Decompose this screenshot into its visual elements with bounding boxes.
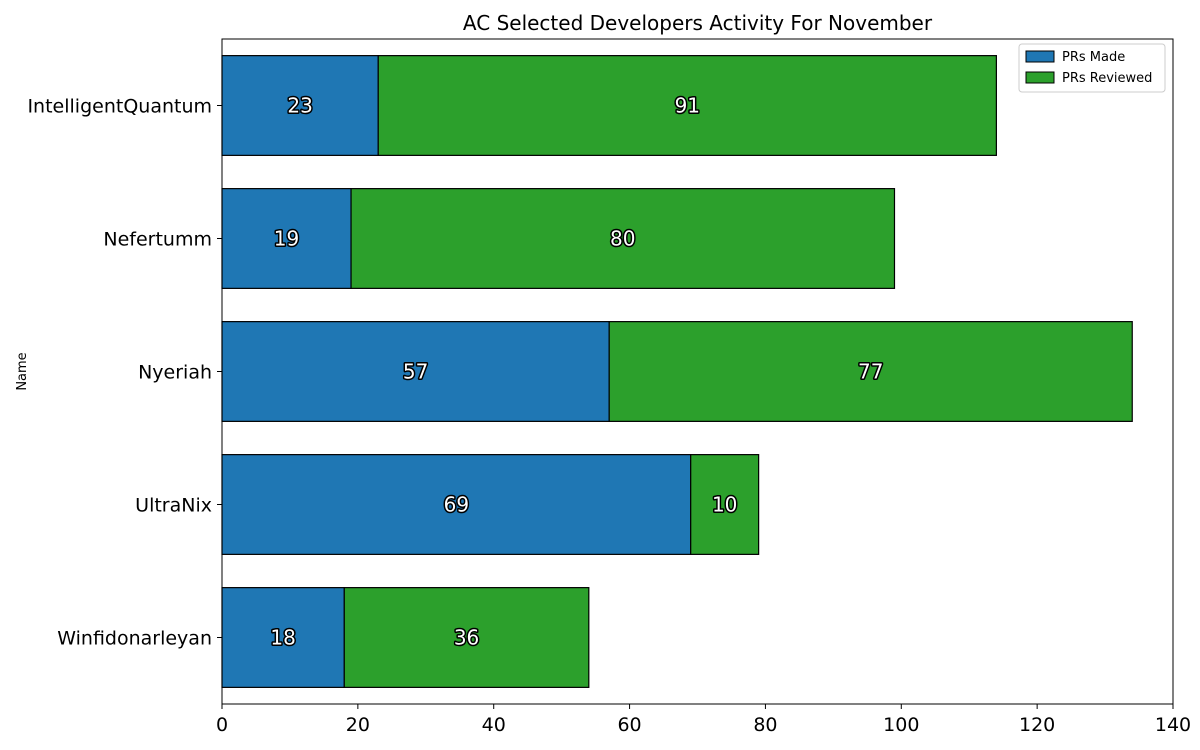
bar-prs-made-nyeriah bbox=[221, 321, 610, 422]
bar-prs-made-nefertumm bbox=[221, 188, 352, 289]
data-label-prs-made-winfidonarleyan: 18 bbox=[270, 626, 295, 650]
chart-title: AC Selected Developers Activity For Nove… bbox=[463, 11, 933, 35]
legend: PRs Made PRs Reviewed bbox=[1018, 43, 1166, 93]
x-tick-label-0: 0 bbox=[216, 714, 228, 736]
bar-prs-reviewed-nefertumm bbox=[350, 188, 896, 289]
y-axis: IntelligentQuantum Nefertumm Nyeriah UltraN… bbox=[27, 96, 222, 650]
y-tick-label-ultranix: UltraNix bbox=[135, 495, 212, 517]
legend-label-prs-made: PRs Made bbox=[1062, 50, 1125, 65]
bar-prs-reviewed-winfidonarleyan bbox=[343, 587, 590, 688]
bars-group: 23 91 19 80 57 77 69 10 18 36 bbox=[221, 55, 1133, 688]
legend-swatch-prs-made bbox=[1025, 50, 1055, 63]
data-label-prs-made-nyeriah: 57 bbox=[403, 360, 428, 384]
x-tick-label-80: 80 bbox=[753, 714, 777, 736]
data-label-prs-reviewed-ultranix: 10 bbox=[712, 493, 737, 517]
data-label-prs-made-nefertumm: 19 bbox=[274, 227, 299, 251]
y-tick-label-nefertumm: Nefertumm bbox=[103, 229, 212, 251]
x-tick-label-140: 140 bbox=[1155, 714, 1191, 736]
bar-prs-reviewed-ultranix bbox=[690, 454, 760, 555]
bar-prs-reviewed-intelligentquantum bbox=[377, 55, 997, 156]
x-axis: 0 20 40 60 80 100 120 140 bbox=[216, 704, 1191, 736]
data-label-prs-reviewed-nyeriah: 77 bbox=[858, 360, 883, 384]
x-tick-label-40: 40 bbox=[482, 714, 506, 736]
x-tick-label-20: 20 bbox=[346, 714, 370, 736]
bar-prs-reviewed-nyeriah bbox=[608, 321, 1133, 422]
x-tick-label-120: 120 bbox=[1019, 714, 1055, 736]
data-label-prs-made-ultranix: 69 bbox=[444, 493, 469, 517]
y-tick-label-intelligentquantum: IntelligentQuantum bbox=[27, 96, 212, 118]
y-tick-label-winfidonarleyan: Winfidonarleyan bbox=[57, 628, 212, 650]
x-tick-label-100: 100 bbox=[883, 714, 919, 736]
y-tick-label-nyeriah: Nyeriah bbox=[138, 362, 212, 384]
data-label-prs-made-intelligentquantum: 23 bbox=[287, 94, 312, 118]
bar-prs-made-ultranix bbox=[221, 454, 692, 555]
legend-label-prs-reviewed: PRs Reviewed bbox=[1062, 71, 1152, 86]
data-label-prs-reviewed-winfidonarleyan: 36 bbox=[454, 626, 479, 650]
data-label-prs-reviewed-nefertumm: 80 bbox=[610, 227, 635, 251]
x-tick-label-60: 60 bbox=[617, 714, 641, 736]
y-axis-label: Name bbox=[15, 352, 30, 390]
bar-prs-made-intelligentquantum bbox=[221, 55, 379, 156]
legend-box bbox=[1018, 43, 1166, 93]
legend-swatch-prs-reviewed bbox=[1025, 71, 1055, 84]
data-label-prs-reviewed-intelligentquantum: 91 bbox=[675, 94, 700, 118]
